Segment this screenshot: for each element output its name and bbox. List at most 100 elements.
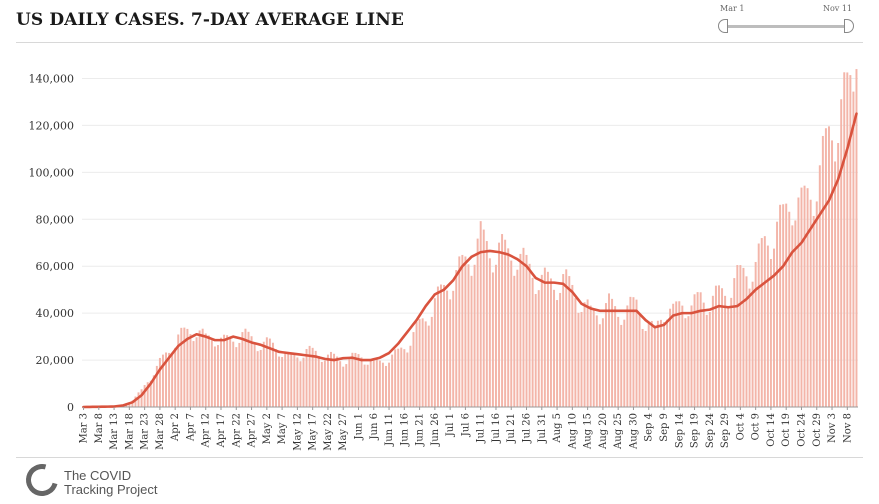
daily-bar <box>216 345 219 407</box>
daily-bar <box>381 362 384 407</box>
daily-bar <box>375 358 378 407</box>
daily-bar <box>342 366 345 407</box>
daily-bar <box>852 91 855 408</box>
daily-bar <box>171 354 174 407</box>
daily-bar <box>372 357 375 407</box>
daily-bar <box>647 323 650 407</box>
daily-bar <box>736 265 739 407</box>
daily-bar <box>846 72 849 408</box>
x-tick-label: Jun 1 <box>353 413 364 440</box>
daily-bar <box>751 281 754 407</box>
daily-bar <box>766 245 769 407</box>
daily-bar <box>345 364 348 407</box>
date-range-slider[interactable]: Mar 1 Nov 11 <box>716 0 856 36</box>
daily-bar <box>348 357 351 407</box>
daily-bar <box>510 260 513 407</box>
daily-bar <box>604 303 607 407</box>
x-tick-label: Aug 10 <box>567 413 578 450</box>
x-tick-label: Mar 28 <box>155 413 166 450</box>
daily-bar <box>455 270 458 407</box>
daily-bar <box>433 298 436 407</box>
daily-bar <box>262 341 265 407</box>
daily-bar <box>568 276 571 407</box>
daily-bar <box>189 334 192 407</box>
daily-bar <box>678 301 681 407</box>
daily-bar <box>143 385 146 407</box>
x-tick-label: Oct 19 <box>781 413 792 447</box>
daily-bar <box>302 357 305 407</box>
daily-bar <box>244 328 247 407</box>
daily-bar <box>589 305 592 407</box>
daily-bar <box>247 331 250 407</box>
daily-bar <box>366 364 369 407</box>
x-tick-label: Jun 11 <box>384 413 395 447</box>
daily-bar <box>452 290 455 407</box>
daily-bar <box>323 360 326 407</box>
daily-bar <box>788 211 791 407</box>
daily-bar <box>265 337 268 407</box>
daily-bar <box>620 324 623 407</box>
daily-bar <box>663 322 665 407</box>
logo-text-line2: Tracking Project <box>64 482 158 497</box>
range-slider-track[interactable] <box>726 25 846 28</box>
x-tick-label: Aug 30 <box>628 413 639 450</box>
daily-bar <box>562 274 565 407</box>
x-tick-label: May 22 <box>323 413 334 451</box>
daily-bar <box>149 380 152 407</box>
daily-bar <box>675 301 678 407</box>
daily-bar <box>207 335 210 407</box>
daily-bar <box>131 400 134 407</box>
daily-bar <box>623 319 626 407</box>
y-tick-label: 0 <box>67 401 74 414</box>
daily-bar <box>779 204 782 407</box>
x-tick-label: Sep 14 <box>674 413 685 448</box>
daily-bar <box>363 364 366 407</box>
daily-bar <box>440 284 442 407</box>
daily-bar <box>232 341 235 407</box>
daily-bar <box>556 300 559 407</box>
daily-bar <box>714 285 717 407</box>
y-tick-label: 40,000 <box>36 307 75 320</box>
daily-bar <box>241 332 244 407</box>
daily-bar <box>840 99 843 407</box>
x-tick-label: Sep 29 <box>720 413 731 448</box>
x-tick-label: Apr 22 <box>231 413 242 448</box>
chart-title: US DAILY CASES. 7-DAY AVERAGE LINE <box>16 10 404 30</box>
daily-bar <box>357 354 360 407</box>
x-tick-label: Sep 9 <box>659 413 670 442</box>
daily-bar <box>415 321 418 407</box>
daily-bar <box>168 352 171 407</box>
daily-bar <box>491 272 494 407</box>
daily-bar <box>213 346 216 407</box>
daily-bar <box>708 311 711 407</box>
range-end-handle[interactable] <box>844 19 854 33</box>
daily-bar <box>718 285 720 407</box>
daily-bar <box>522 247 525 407</box>
daily-bar <box>702 302 705 407</box>
x-tick-label: May 27 <box>338 413 349 451</box>
daily-bar <box>699 292 702 407</box>
daily-bar <box>855 69 858 407</box>
daily-bar <box>326 354 329 407</box>
x-tick-label: Sep 19 <box>690 413 701 448</box>
range-start-handle[interactable] <box>718 19 728 33</box>
y-tick-label: 80,000 <box>36 213 75 226</box>
daily-bar <box>501 234 504 407</box>
daily-bar <box>553 289 555 407</box>
x-axis: Mar 3 Mar 8 Mar 13 Mar 18 Mar 23 Mar 28 Apr 2 A… <box>79 407 853 451</box>
daily-bar <box>229 337 232 407</box>
daily-bar <box>485 241 488 407</box>
daily-bar <box>177 334 180 407</box>
daily-bar <box>275 349 277 407</box>
daily-bar <box>161 354 164 407</box>
daily-bar <box>238 342 241 407</box>
daily-bar <box>730 297 733 407</box>
daily-bar <box>467 264 470 407</box>
daily-bar <box>388 362 391 407</box>
daily-bar <box>421 318 424 407</box>
daily-bar <box>525 254 528 407</box>
daily-bar <box>733 278 736 407</box>
x-tick-label: Jul 6 <box>460 413 471 437</box>
daily-bar <box>186 328 189 407</box>
daily-bar <box>650 320 653 407</box>
